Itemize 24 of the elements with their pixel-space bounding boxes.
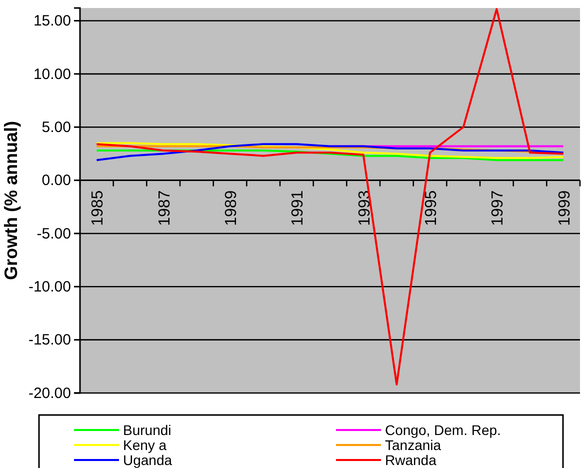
legend-label: Uganda [123, 452, 172, 468]
y-tick-label: 5.00 [42, 118, 71, 136]
legend-label: Keny a [123, 437, 167, 453]
x-tick-label: 1989 [223, 190, 240, 226]
line-series [96, 150, 564, 162]
legend-label: Congo, Dem. Rep. [385, 422, 501, 438]
y-tick-label: -5.00 [36, 225, 71, 242]
x-tick-label: 1999 [556, 190, 574, 226]
y-tick-label: -15.00 [28, 332, 71, 349]
y-axis-title: Growth (% annual) [1, 121, 21, 280]
x-tick-label: 1997 [490, 190, 507, 226]
y-tick-label: -10.00 [28, 278, 71, 296]
legend-label: Burundi [123, 422, 172, 438]
x-tick-label: 1993 [356, 190, 374, 226]
x-tick-label: 1991 [290, 190, 307, 226]
x-tick-label: 1995 [423, 190, 440, 226]
x-tick-label: 1985 [90, 190, 107, 226]
x-tick-label: 1987 [156, 190, 174, 226]
legend-label: Rwanda [385, 452, 437, 468]
y-tick-label: 15.00 [33, 12, 71, 30]
legend-label: Tanzania [385, 437, 442, 453]
y-tick-label: 0.00 [42, 172, 71, 190]
y-tick-label: -20.00 [28, 384, 71, 402]
y-tick-label: 10.00 [33, 66, 71, 83]
